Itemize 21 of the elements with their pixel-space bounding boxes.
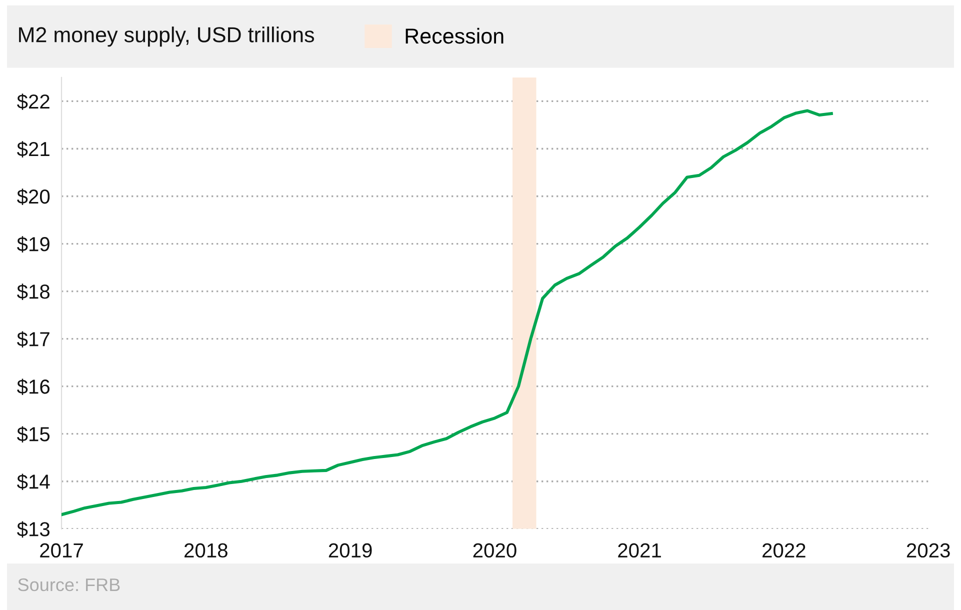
x-tick-label: 2019 [328,543,372,558]
y-tick-label: $16 [17,378,50,396]
line-series [62,109,833,516]
chart-title: M2 money supply, USD trillions [19,26,314,47]
x-tick-label: 2023 [906,543,950,558]
x-tick-label: 2022 [762,543,806,558]
x-tick-label: 2021 [618,543,661,558]
y-tick-label: $17 [17,331,50,348]
legend-label: Recession [406,28,504,44]
y-tick-label: $13 [17,521,50,538]
x-tick-label: 2017 [40,543,83,558]
y-tick-label: $15 [17,426,50,443]
y-tick-label: $19 [17,236,50,252]
y-tick-label: $18 [17,284,50,300]
y-tick-label: $22 [17,94,50,110]
y-tick-label: $21 [17,141,50,158]
y-tick-label: $20 [17,188,50,205]
y-tick-label: $14 [17,474,50,490]
x-tick-label: 2018 [184,543,228,558]
x-tick-label: 2020 [473,543,516,558]
source-note: Source: FRB [18,578,120,592]
